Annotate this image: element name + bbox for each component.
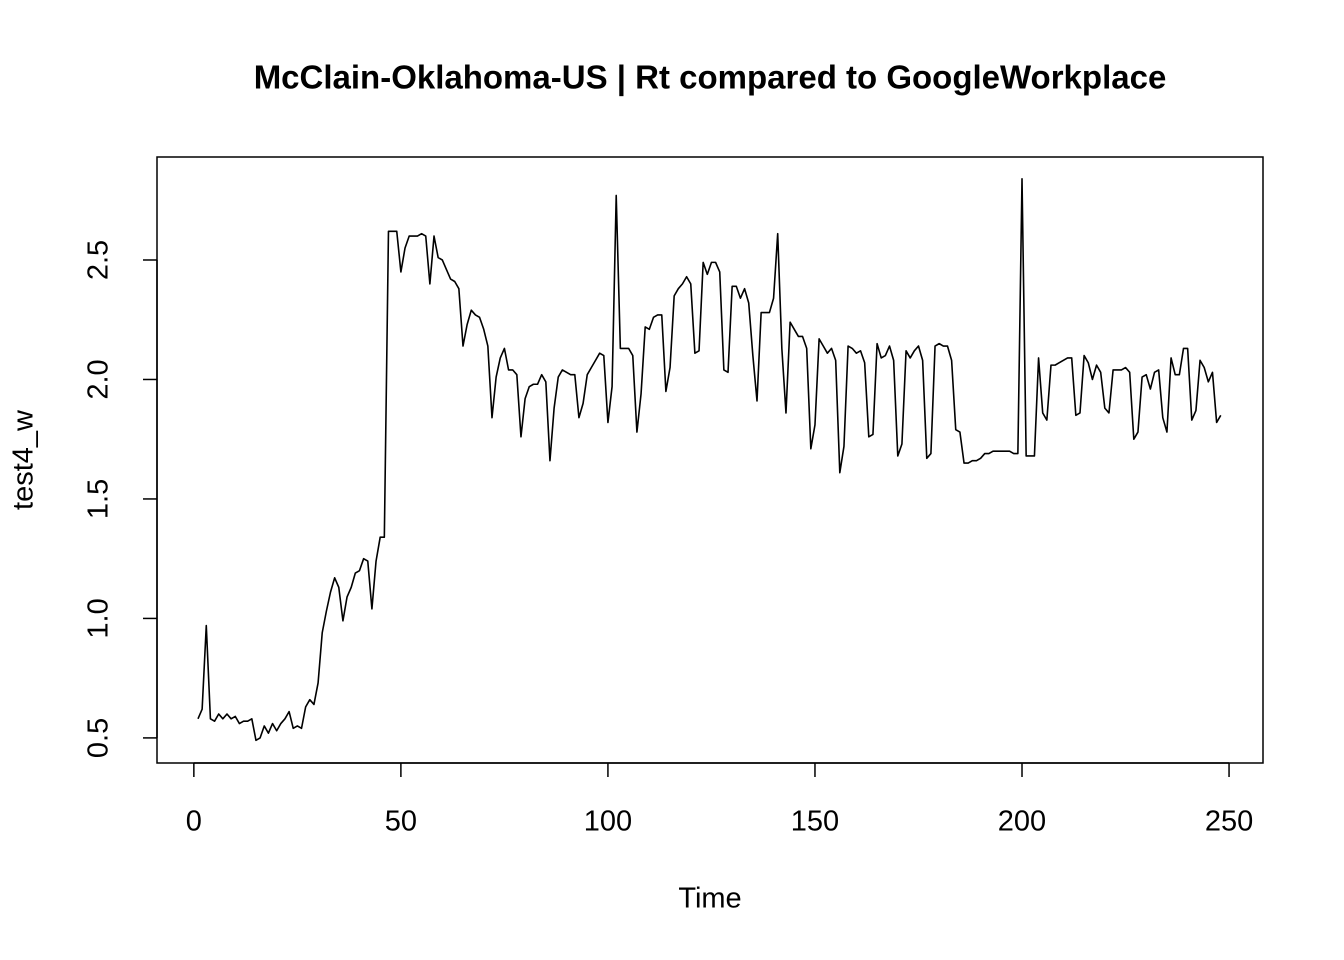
y-tick-label: 2.5 <box>83 240 115 280</box>
y-axis-label: test4_w <box>8 409 40 510</box>
x-axis-label: Time <box>678 883 741 915</box>
y-tick-label: 1.0 <box>83 598 115 638</box>
chart-title: McClain-Oklahoma-US | Rt compared to Goo… <box>254 59 1167 96</box>
data-line <box>197 177 1222 742</box>
y-tick-label: 1.5 <box>83 479 115 519</box>
y-tick-label: 2.0 <box>83 359 115 399</box>
x-tick-label: 0 <box>186 806 202 838</box>
x-tick-label: 100 <box>584 806 632 838</box>
x-tick-label: 200 <box>998 806 1046 838</box>
y-tick-label: 0.5 <box>83 718 115 758</box>
x-tick-label: 50 <box>385 806 417 838</box>
x-tick-label: 250 <box>1205 806 1253 838</box>
x-tick-label: 150 <box>791 806 839 838</box>
